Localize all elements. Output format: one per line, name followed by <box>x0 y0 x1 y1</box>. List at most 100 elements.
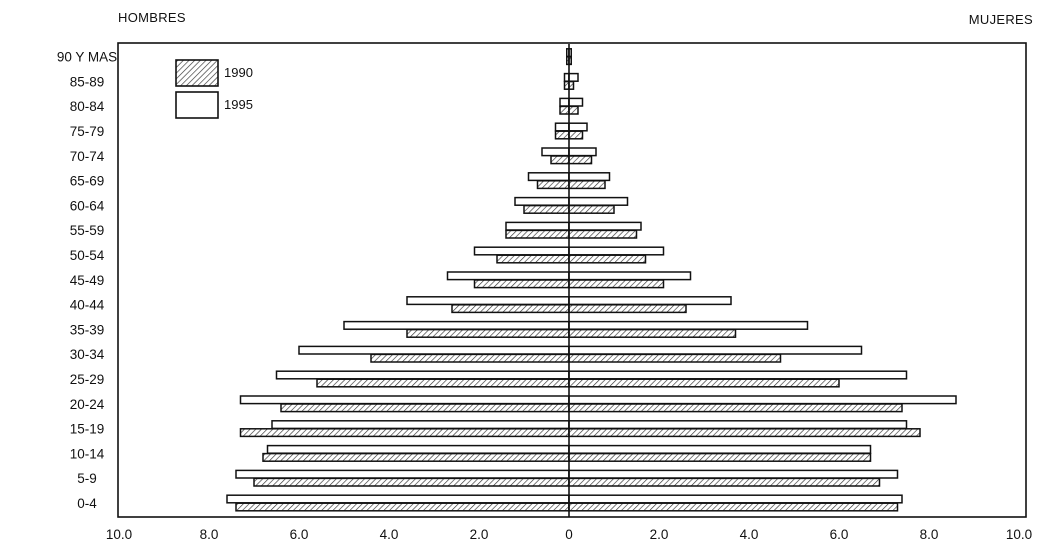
bar-1995-hombres-70-74 <box>541 147 570 157</box>
age-label: 10-14 <box>70 446 105 461</box>
bar-1990-mujeres-55-59 <box>568 229 638 239</box>
bar-1990-hombres-0-4 <box>235 502 570 512</box>
bar-1990-hombres-30-34 <box>370 353 570 363</box>
bar-1990-mujeres-5-9 <box>568 477 881 487</box>
x-tick-label: 2.0 <box>650 527 669 542</box>
bar-1990-mujeres-70-74 <box>568 155 593 165</box>
bar-1995-mujeres-85-89 <box>568 72 579 82</box>
age-label: 65-69 <box>70 174 105 189</box>
x-tick-label: 8.0 <box>920 527 939 542</box>
bar-1990-mujeres-10-14 <box>568 452 872 462</box>
bar-1995-hombres-55-59 <box>505 221 570 231</box>
bar-1990-hombres-25-29 <box>316 378 570 388</box>
bar-1990-mujeres-45-49 <box>568 279 665 289</box>
x-tick-label: 4.0 <box>380 527 399 542</box>
bar-1990-hombres-60-64 <box>523 204 570 214</box>
right-side-label: MUJERES <box>969 12 1033 27</box>
x-tick-label: 6.0 <box>830 527 849 542</box>
legend-swatch-1995 <box>175 91 219 119</box>
bar-1995-hombres-60-64 <box>514 196 570 206</box>
age-label: 50-54 <box>70 248 105 263</box>
bars-group <box>226 44 957 517</box>
age-label: 25-29 <box>70 372 105 387</box>
bar-1990-hombres-50-54 <box>496 254 570 264</box>
bar-1995-mujeres-50-54 <box>568 246 665 256</box>
bar-1990-hombres-75-79 <box>554 130 570 140</box>
bar-1995-mujeres-30-34 <box>568 345 863 355</box>
bar-1990-hombres-55-59 <box>505 229 570 239</box>
bar-1990-hombres-35-39 <box>406 328 570 338</box>
age-label: 75-79 <box>70 124 105 139</box>
bar-1995-hombres-0-4 <box>226 494 570 504</box>
bar-1990-mujeres-80-84 <box>568 105 579 115</box>
bar-1990-mujeres-75-79 <box>568 130 584 140</box>
bar-1990-mujeres-20-24 <box>568 403 903 413</box>
bar-1995-mujeres-20-24 <box>568 395 957 405</box>
bar-1990-hombres-15-19 <box>239 428 570 438</box>
bar-1990-mujeres-60-64 <box>568 204 615 214</box>
bar-1995-hombres-45-49 <box>446 271 570 281</box>
plot-frame <box>117 42 1027 518</box>
bar-1995-mujeres-70-74 <box>568 147 597 157</box>
bar-1995-mujeres-65-69 <box>568 172 611 182</box>
bar-1995-mujeres-0-4 <box>568 494 903 504</box>
bar-1995-hombres-50-54 <box>473 246 570 256</box>
age-label: 85-89 <box>70 74 105 89</box>
bar-1990-mujeres-25-29 <box>568 378 840 388</box>
bar-1995-mujeres-75-79 <box>568 122 588 132</box>
bar-1990-mujeres-0-4 <box>568 502 899 512</box>
age-label: 45-49 <box>70 273 105 288</box>
bar-1995-mujeres-25-29 <box>568 370 908 380</box>
age-label: 35-39 <box>70 322 105 337</box>
x-tick-label: 4.0 <box>740 527 759 542</box>
bar-1995-mujeres-35-39 <box>568 320 809 330</box>
x-tick-label: 0 <box>565 527 573 542</box>
bar-1995-mujeres-40-44 <box>568 296 732 306</box>
bar-1990-hombres-80-84 <box>559 105 570 115</box>
bar-1990-mujeres-35-39 <box>568 328 737 338</box>
x-axis-ticks-group: 10.0 8.0 6.0 4.0 2.0 0 2.0 4.0 6.0 8.0 10.0 <box>106 527 1032 542</box>
bar-1990-mujeres-30-34 <box>568 353 782 363</box>
age-label: 0-4 <box>77 496 97 511</box>
age-label: 30-34 <box>70 347 105 362</box>
bar-1990-hombres-45-49 <box>473 279 570 289</box>
bar-1990-hombres-40-44 <box>451 304 570 314</box>
bar-1990-mujeres-15-19 <box>568 428 921 438</box>
bar-1990-mujeres-65-69 <box>568 180 606 190</box>
legend: 1990 1995 <box>175 59 253 119</box>
age-label: 40-44 <box>70 298 105 313</box>
age-label: 90 Y MAS <box>57 50 117 65</box>
bar-1995-mujeres-60-64 <box>568 196 629 206</box>
bar-1990-hombres-10-14 <box>262 452 570 462</box>
age-label: 80-84 <box>70 99 105 114</box>
x-tick-label: 8.0 <box>200 527 219 542</box>
bar-1995-mujeres-10-14 <box>568 444 872 454</box>
bar-1995-mujeres-45-49 <box>568 271 692 281</box>
bar-1995-hombres-75-79 <box>554 122 570 132</box>
age-label: 15-19 <box>70 422 105 437</box>
age-label: 20-24 <box>70 397 105 412</box>
bar-1995-hombres-10-14 <box>266 444 570 454</box>
age-label: 60-64 <box>70 198 105 213</box>
bar-1990-hombres-20-24 <box>280 403 570 413</box>
bar-1995-mujeres-80-84 <box>568 97 584 107</box>
bar-1995-hombres-20-24 <box>239 395 570 405</box>
x-tick-label: 10.0 <box>1006 527 1032 542</box>
age-label: 5-9 <box>77 471 97 486</box>
bar-1990-mujeres-50-54 <box>568 254 647 264</box>
age-label: 55-59 <box>70 223 105 238</box>
bar-1995-mujeres-5-9 <box>568 469 899 479</box>
bar-1995-mujeres-15-19 <box>568 420 908 430</box>
bar-1990-hombres-70-74 <box>550 155 570 165</box>
legend-label-1990: 1990 <box>224 65 253 80</box>
bar-1990-hombres-65-69 <box>536 180 570 190</box>
x-tick-label: 2.0 <box>470 527 489 542</box>
x-tick-label: 6.0 <box>290 527 309 542</box>
bar-1995-hombres-25-29 <box>275 370 570 380</box>
bar-1995-hombres-35-39 <box>343 320 570 330</box>
age-labels-group: 0-4 5-9 10-14 15-19 20-24 25-29 30-34 35-39 40-4… <box>57 50 117 511</box>
bar-1995-hombres-65-69 <box>527 172 570 182</box>
legend-swatch-1990 <box>175 59 219 87</box>
age-label: 70-74 <box>70 149 105 164</box>
